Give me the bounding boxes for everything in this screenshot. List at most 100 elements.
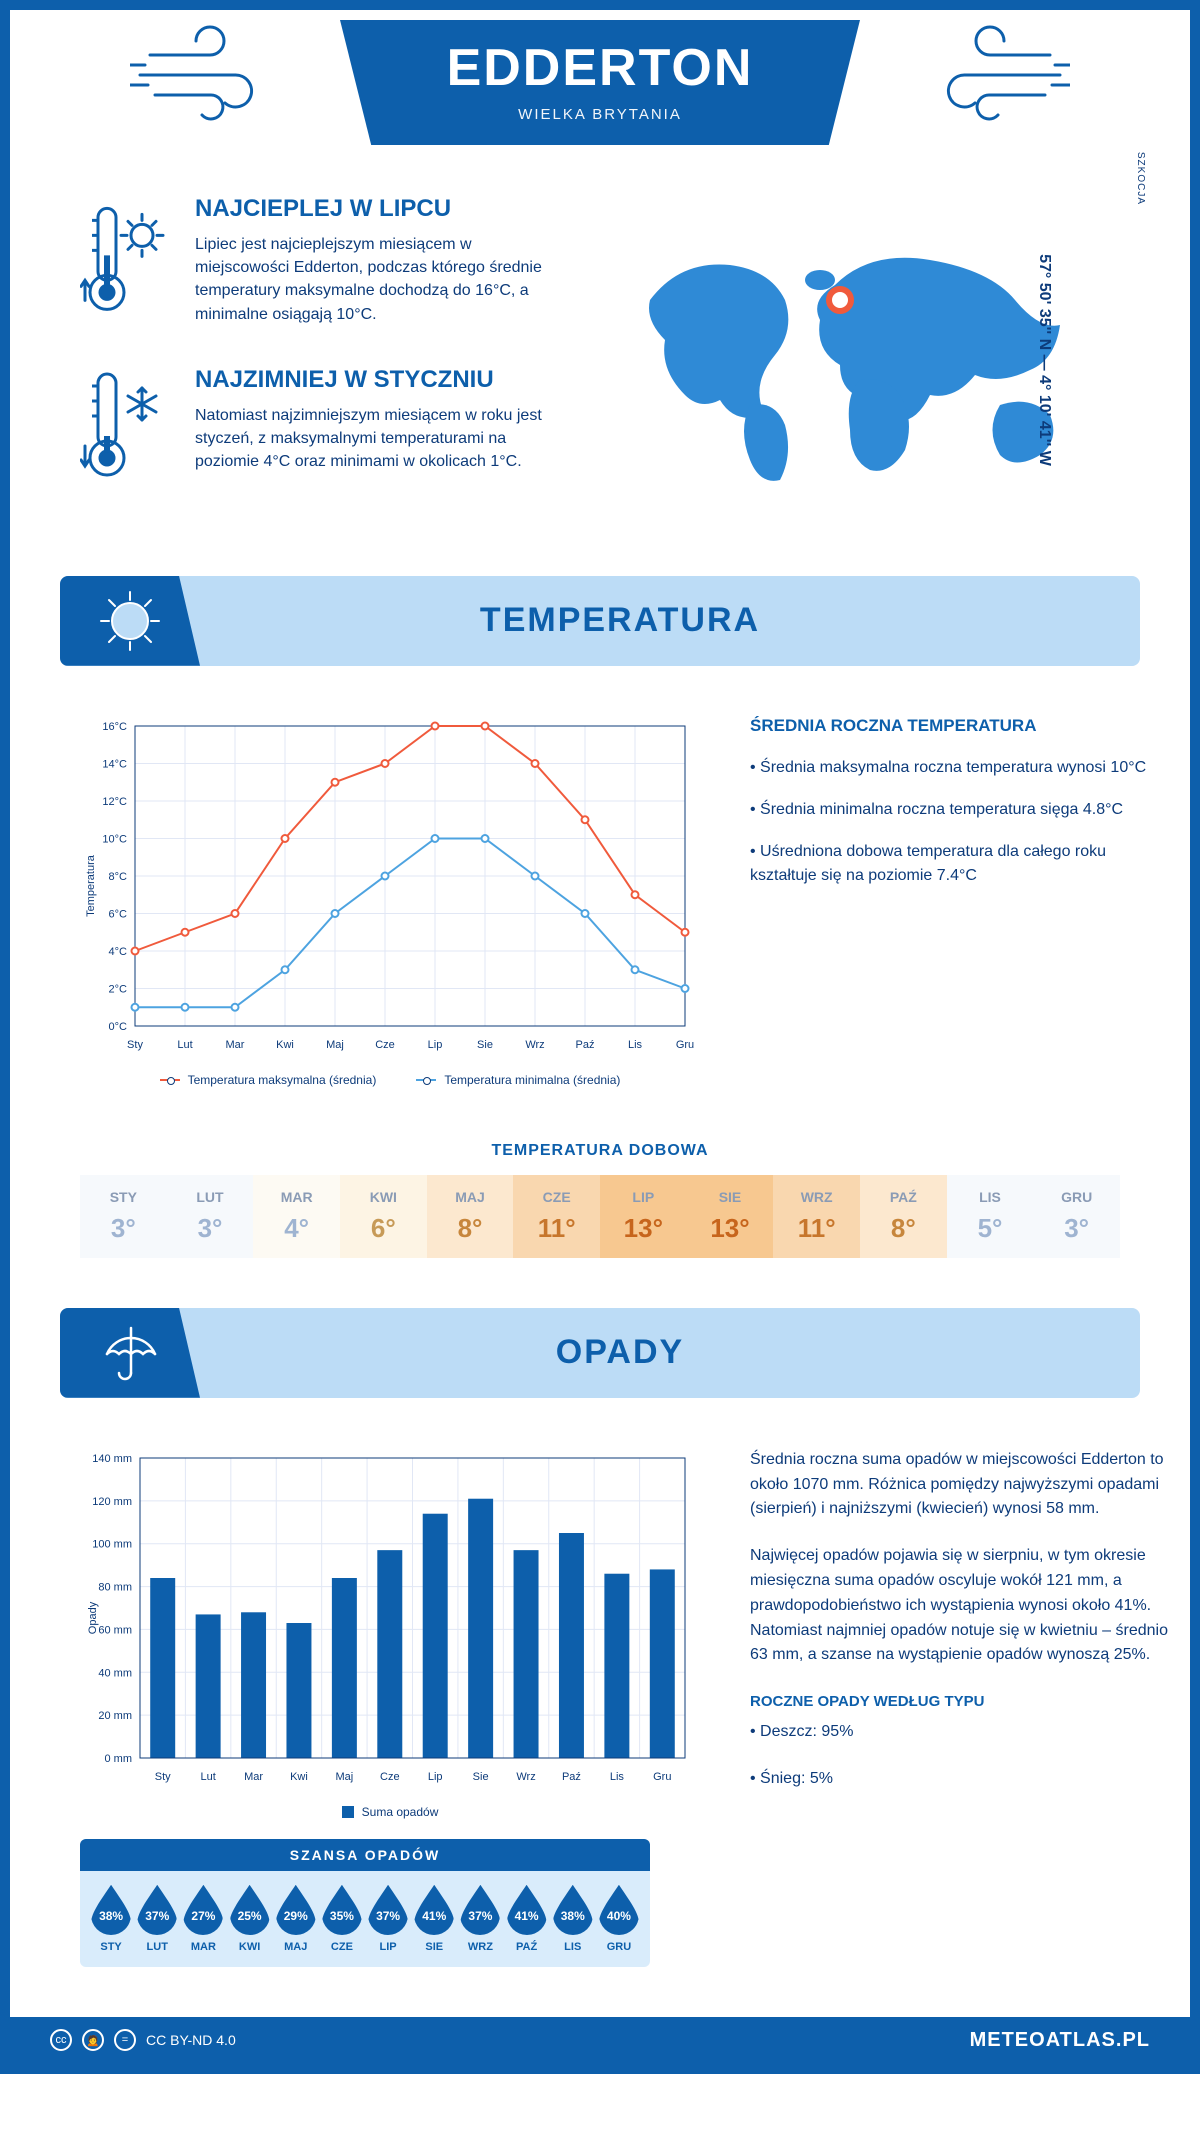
chance-drop-cell: 35% CZE [319, 1885, 365, 1953]
intro-section: NAJCIEPLEJ W LIPCU Lipiec jest najcieple… [10, 175, 1190, 576]
chance-month: MAR [180, 1941, 226, 1953]
daily-month: LIS [947, 1189, 1034, 1205]
temperature-heading: TEMPERATURA [100, 601, 1140, 640]
city-title: EDDERTON [430, 38, 770, 98]
svg-text:Kwi: Kwi [276, 1039, 294, 1051]
warmest-title: NAJCIEPLEJ W LIPCU [195, 195, 560, 223]
svg-text:Wrz: Wrz [516, 1771, 535, 1783]
precipitation-chart: 0 mm20 mm40 mm60 mm80 mm100 mm120 mm140 … [80, 1448, 700, 1819]
raindrop-icon: 38% [91, 1885, 131, 1935]
daily-value: 3° [167, 1213, 254, 1244]
coldest-title: NAJZIMNIEJ W STYCZNIU [195, 366, 560, 394]
svg-text:Lip: Lip [428, 1771, 443, 1783]
svg-text:0°C: 0°C [109, 1021, 128, 1033]
world-map-block: SZKOCJA 57° 50' 35'' N — 4° 10' 41'' W [600, 195, 1120, 526]
precip-paragraph-1: Średnia roczna suma opadów w miejscowośc… [750, 1448, 1170, 1522]
daily-value: 3° [1033, 1213, 1120, 1244]
footer-brand: METEOATLAS.PL [970, 2029, 1150, 2052]
svg-text:2°C: 2°C [109, 983, 128, 995]
svg-text:16°C: 16°C [102, 721, 127, 733]
raindrop-icon: 37% [368, 1885, 408, 1935]
temperature-side-text: ŚREDNIA ROCZNA TEMPERATURA • Średnia mak… [750, 716, 1150, 1087]
daily-temp-cell: WRZ 11° [773, 1175, 860, 1258]
chance-drop-cell: 37% WRZ [457, 1885, 503, 1953]
daily-temp-cell: KWI 6° [340, 1175, 427, 1258]
chance-month: GRU [596, 1941, 642, 1953]
svg-text:Mar: Mar [244, 1771, 263, 1783]
precip-chance-box: SZANSA OPADÓW 38% STY37% LUT27% MAR25% K… [80, 1839, 650, 1967]
chance-month: KWI [227, 1941, 273, 1953]
svg-text:Lut: Lut [177, 1039, 192, 1051]
daily-value: 8° [427, 1213, 514, 1244]
daily-month: MAR [253, 1189, 340, 1205]
chance-month: SIE [411, 1941, 457, 1953]
precipitation-section-bar: OPADY [60, 1308, 1140, 1398]
raindrop-icon: 38% [553, 1885, 593, 1935]
svg-text:Lut: Lut [200, 1771, 215, 1783]
svg-text:Gru: Gru [653, 1771, 671, 1783]
svg-text:14°C: 14°C [102, 758, 127, 770]
daily-temp-cell: SIE 13° [687, 1175, 774, 1258]
chance-drop-cell: 38% STY [88, 1885, 134, 1953]
raindrop-icon: 37% [460, 1885, 500, 1935]
raindrop-icon: 41% [414, 1885, 454, 1935]
temp-bullet: • Średnia maksymalna roczna temperatura … [750, 756, 1150, 780]
header-row: EDDERTON WIELKA BRYTANIA [10, 10, 1190, 175]
svg-text:0 mm: 0 mm [105, 1753, 133, 1765]
daily-month: SIE [687, 1189, 774, 1205]
chance-drop-cell: 40% GRU [596, 1885, 642, 1953]
daily-month: STY [80, 1189, 167, 1205]
license-text: CC BY-ND 4.0 [146, 2032, 236, 2048]
precip-type-title: ROCZNE OPADY WEDŁUG TYPU [750, 1693, 1170, 1710]
precipitation-legend: Suma opadów [80, 1805, 700, 1819]
thermometer-cold-icon [80, 366, 170, 486]
chance-month: MAJ [273, 1941, 319, 1953]
precipitation-bar-chart: 0 mm20 mm40 mm60 mm80 mm100 mm120 mm140 … [80, 1448, 700, 1788]
daily-month: MAJ [427, 1189, 514, 1205]
chance-month: CZE [319, 1941, 365, 1953]
daily-value: 4° [253, 1213, 340, 1244]
svg-text:Wrz: Wrz [525, 1039, 544, 1051]
avg-annual-title: ŚREDNIA ROCZNA TEMPERATURA [750, 716, 1150, 736]
coldest-block: NAJZIMNIEJ W STYCZNIU Natomiast najzimni… [80, 366, 560, 486]
svg-text:60 mm: 60 mm [98, 1624, 132, 1636]
daily-value: 6° [340, 1213, 427, 1244]
svg-text:Sie: Sie [477, 1039, 493, 1051]
coordinates-label: 57° 50' 35'' N — 4° 10' 41'' W [1035, 255, 1053, 467]
svg-text:100 mm: 100 mm [92, 1538, 132, 1550]
raindrop-icon: 40% [599, 1885, 639, 1935]
chance-month: LIS [550, 1941, 596, 1953]
country-subtitle: WIELKA BRYTANIA [430, 106, 770, 123]
svg-text:Lip: Lip [428, 1039, 443, 1051]
temperature-chart: 0°C2°C4°C6°C8°C10°C12°C14°C16°CStyLutMar… [80, 716, 700, 1087]
svg-text:Cze: Cze [380, 1771, 400, 1783]
svg-text:Sty: Sty [127, 1039, 143, 1051]
svg-text:10°C: 10°C [102, 833, 127, 845]
svg-text:140 mm: 140 mm [92, 1453, 132, 1465]
chance-month: LIP [365, 1941, 411, 1953]
location-marker-icon [829, 289, 851, 311]
svg-text:Gru: Gru [676, 1039, 694, 1051]
svg-text:6°C: 6°C [109, 908, 128, 920]
daily-month: PAŹ [860, 1189, 947, 1205]
precipitation-side-text: Średnia roczna suma opadów w miejscowośc… [750, 1448, 1170, 1819]
daily-temp-cell: MAR 4° [253, 1175, 340, 1258]
svg-text:Lis: Lis [628, 1039, 643, 1051]
daily-value: 3° [80, 1213, 167, 1244]
world-map-icon [630, 230, 1090, 490]
temperature-body: 0°C2°C4°C6°C8°C10°C12°C14°C16°CStyLutMar… [10, 666, 1190, 1117]
svg-text:Opady: Opady [87, 1601, 99, 1634]
daily-month: KWI [340, 1189, 427, 1205]
daily-temp-cell: GRU 3° [1033, 1175, 1120, 1258]
daily-value: 13° [687, 1213, 774, 1244]
temp-bullet: • Uśredniona dobowa temperatura dla całe… [750, 840, 1150, 888]
raindrop-icon: 37% [137, 1885, 177, 1935]
page-footer: cc 🙍 = CC BY-ND 4.0 METEOATLAS.PL [10, 2017, 1190, 2064]
daily-temp-cell: LIS 5° [947, 1175, 1034, 1258]
chance-drop-cell: 38% LIS [550, 1885, 596, 1953]
daily-value: 11° [773, 1213, 860, 1244]
raindrop-icon: 35% [322, 1885, 362, 1935]
intro-text-column: NAJCIEPLEJ W LIPCU Lipiec jest najcieple… [80, 195, 560, 526]
chance-drop-cell: 41% PAŹ [504, 1885, 550, 1953]
chance-month: STY [88, 1941, 134, 1953]
